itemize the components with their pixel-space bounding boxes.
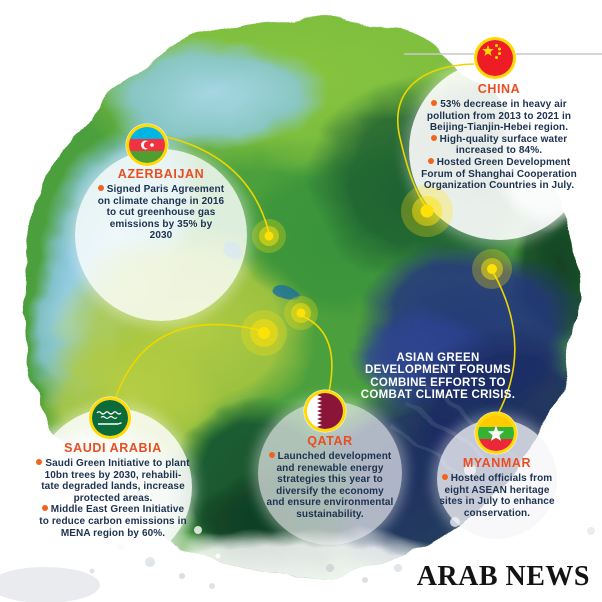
bullet-icon	[268, 452, 275, 458]
bullet-icon	[36, 459, 43, 465]
china-callout: CHINA 53% decrease in heavy air pollutio…	[399, 82, 599, 192]
azerbaijan-callout: AZERBAIJAN Signed Paris Agreement on cli…	[66, 167, 256, 242]
bullet-icon	[431, 100, 438, 106]
china-bullet: High-quality surface water increased to …	[399, 134, 599, 157]
saudi-arabia-flag-icon	[88, 396, 132, 440]
qatar-title: QATAR	[307, 434, 353, 448]
marker-china	[401, 185, 453, 237]
saudi-arabia-bullet: Saudi Green Initiative to plant 10bn tre…	[23, 458, 203, 504]
china-bullet: 53% decrease in heavy air pollution from…	[426, 99, 572, 134]
myanmar-flag-icon	[474, 411, 518, 455]
marker-myanmar	[472, 249, 512, 289]
azerbaijan-bullet: Signed Paris Agreement on climate change…	[97, 184, 225, 242]
bullet-icon	[441, 474, 448, 480]
azerbaijan-bubble	[75, 149, 247, 321]
bullet-icon	[97, 185, 104, 191]
saudi-arabia-connector	[115, 323, 264, 398]
myanmar-title: MYANMAR	[462, 456, 532, 470]
marker-saudi-arabia	[241, 310, 287, 356]
bullet-icon	[41, 505, 48, 512]
china-flag-icon	[473, 36, 517, 80]
qatar-bullet: Launched development and renewable energ…	[266, 451, 394, 520]
myanmar-callout: MYANMAR Hosted officials from eight ASEA…	[427, 456, 567, 519]
bullet-icon	[427, 157, 434, 164]
myanmar-connector	[492, 271, 516, 415]
saudi-arabia-bullet: Middle East Green Initiative to reduce c…	[39, 504, 187, 539]
china-title: CHINA	[477, 82, 521, 96]
marker-azerbaijan	[252, 219, 286, 253]
azerbaijan-flag-icon	[125, 123, 169, 167]
saudi-arabia-title: SAUDI ARABIA	[64, 441, 162, 455]
qatar-connector	[301, 315, 333, 401]
saudi-arabia-callout: SAUDI ARABIA Saudi Green Initiative to p…	[23, 441, 203, 539]
qatar-flag-icon	[303, 389, 347, 433]
location-markers	[241, 185, 512, 356]
china-connector	[397, 63, 475, 209]
headline: ASIAN GREEN DEVELOPMENT FORUMS COMBINE E…	[360, 352, 516, 402]
azerbaijan-title: AZERBAIJAN	[117, 167, 205, 181]
china-bullet: Hosted Green Development Forum of Shangh…	[421, 156, 577, 192]
myanmar-bullet: Hosted officials from eight ASEAN herita…	[439, 473, 555, 519]
qatar-callout: QATAR Launched development and renewable…	[245, 434, 415, 521]
arab-news-logo: ARAB NEWS	[416, 561, 590, 592]
azerbaijan-connector	[166, 136, 270, 234]
marker-qatar	[284, 296, 318, 330]
bullet-icon	[430, 134, 437, 141]
